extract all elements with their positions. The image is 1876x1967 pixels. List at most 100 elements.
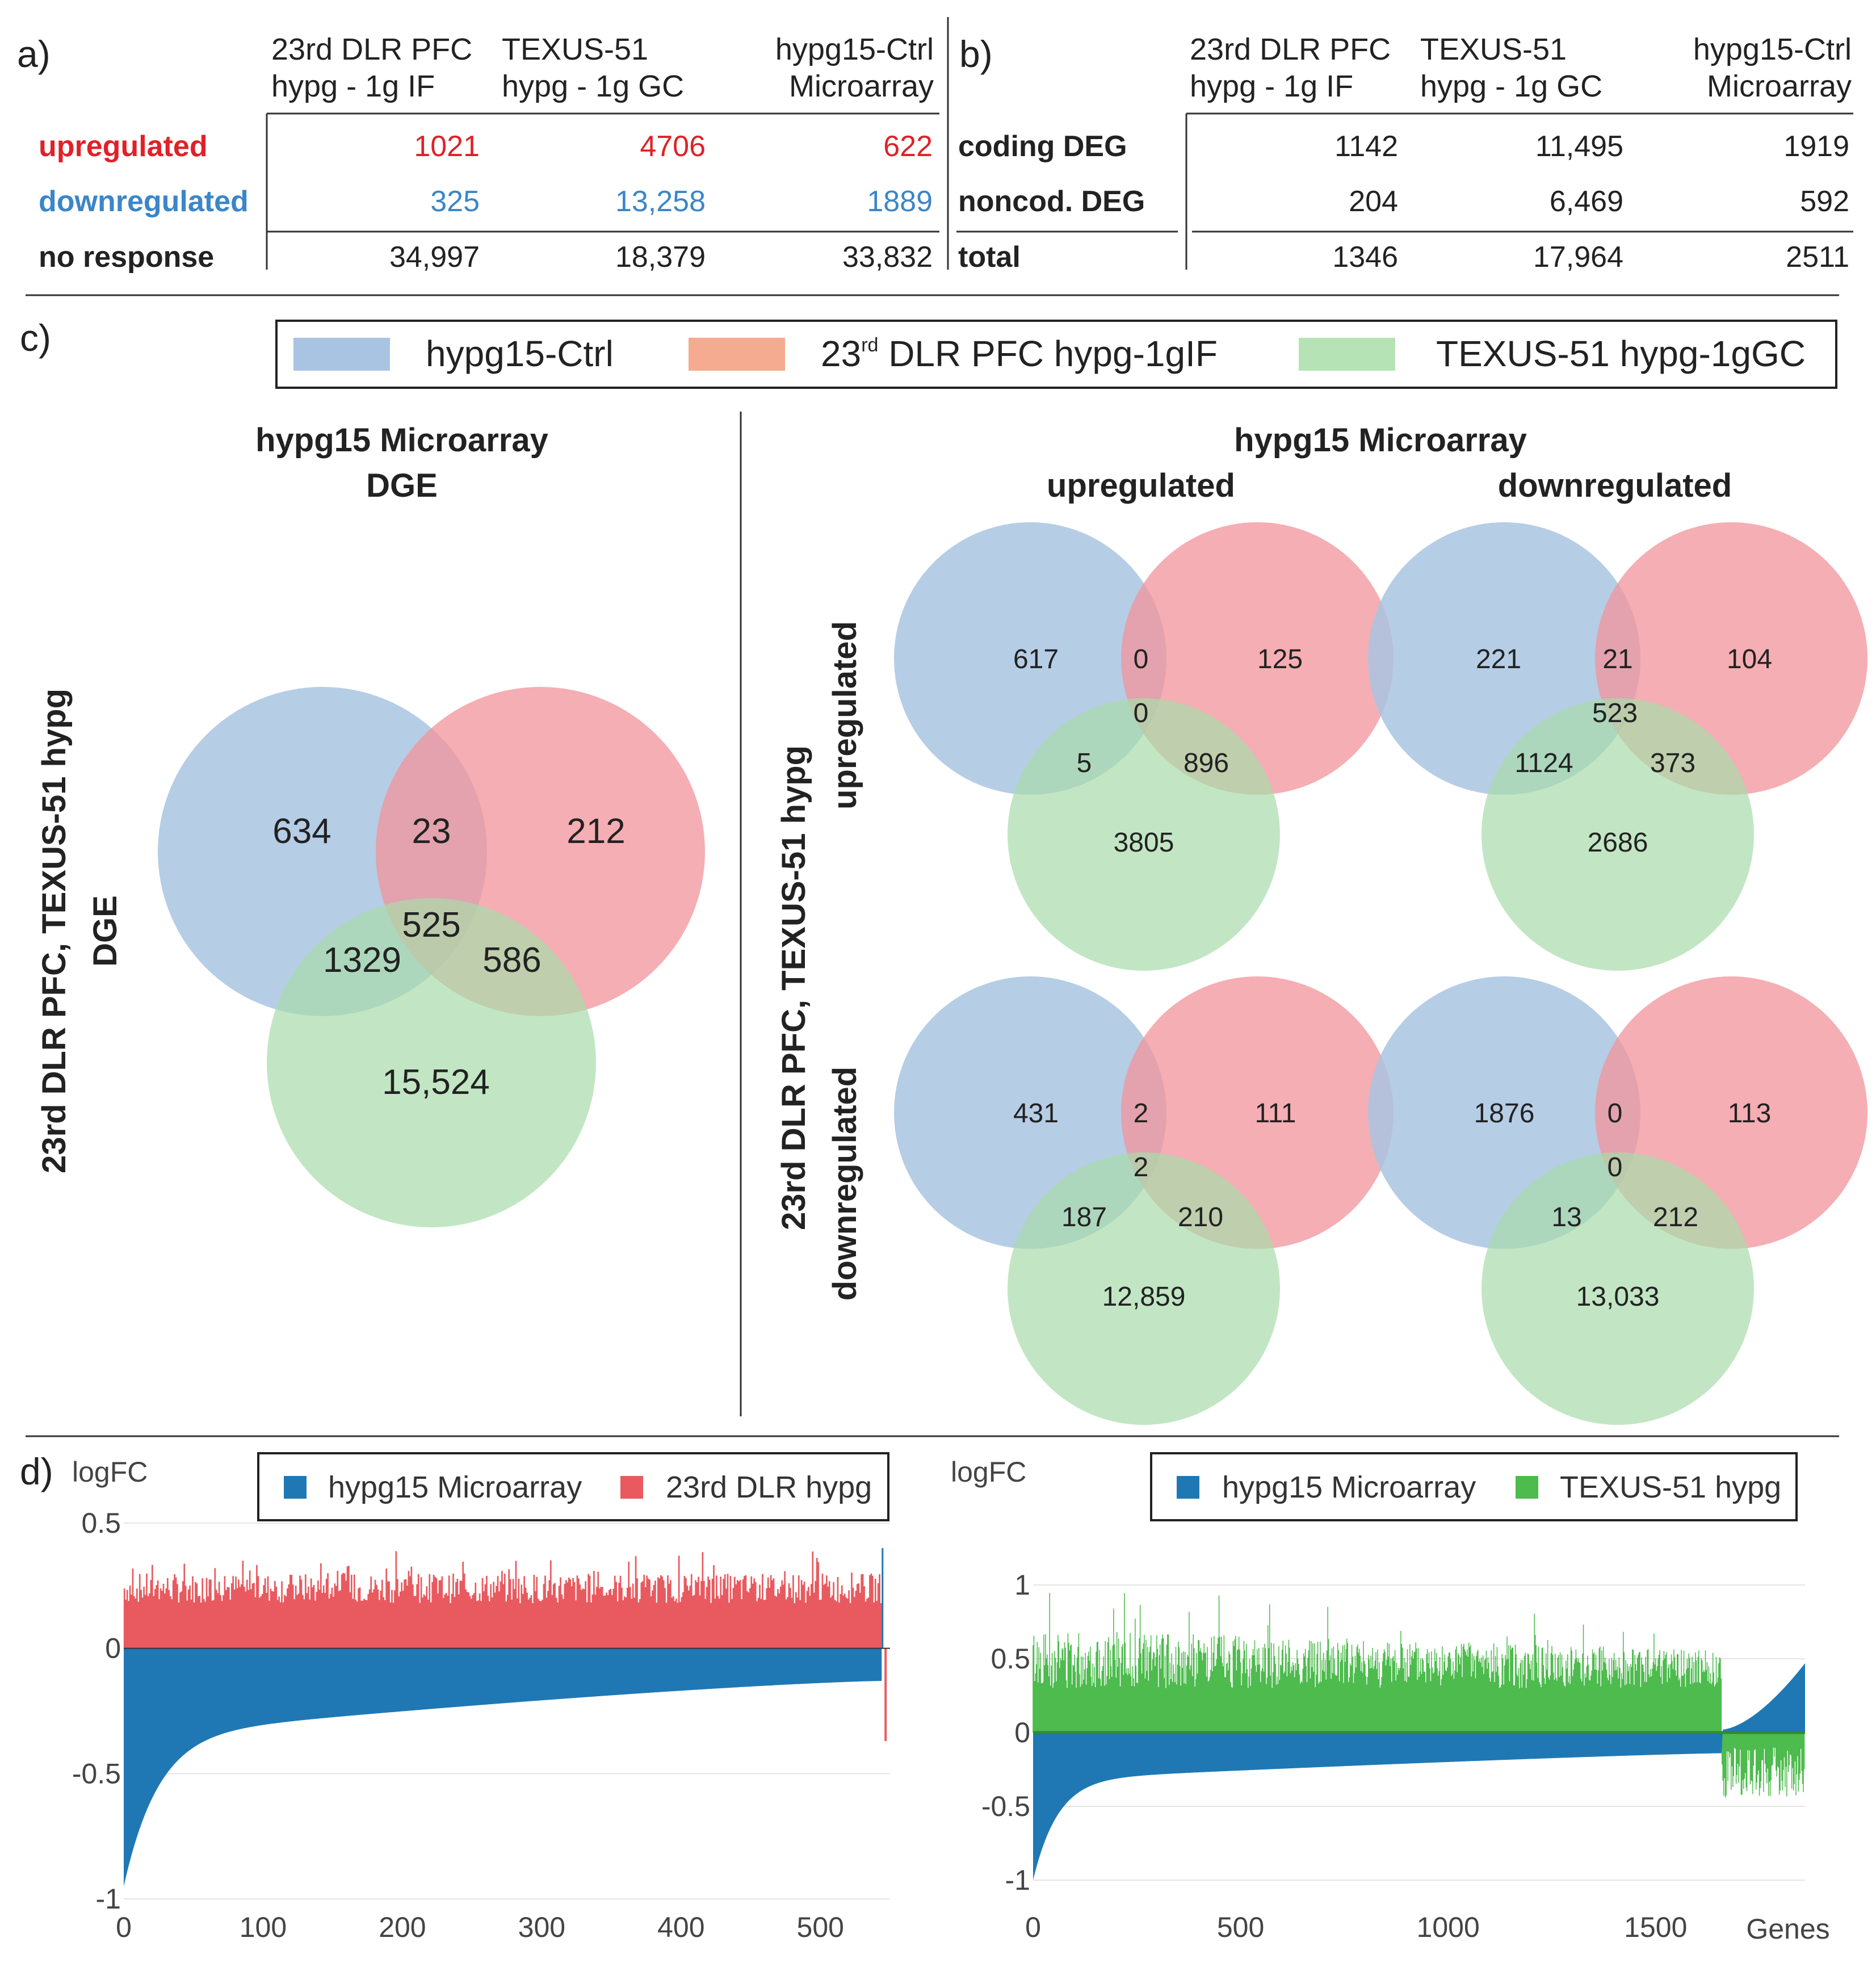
col-label-downregulated: downregulated	[1498, 467, 1732, 504]
table-cell: 1919	[1783, 130, 1849, 163]
venn-value: 13,033	[1576, 1282, 1660, 1312]
col-header: 23rd DLR PFC	[1190, 32, 1391, 66]
col-header: Microarray	[1707, 69, 1852, 103]
venn-value: 373	[1650, 748, 1695, 778]
left-venn-title: DGE	[366, 467, 438, 504]
venn-value: 13	[1551, 1202, 1581, 1232]
table-cell: 13,258	[615, 185, 706, 218]
venn-value: 0	[1134, 644, 1149, 674]
panel-a-table: 23rd DLR PFC hypg - 1g IF TEXUS-51 hypg …	[39, 17, 949, 274]
series-bars-hypg15	[124, 1648, 882, 1886]
legend-label: 23rd DLR PFC hypg-1gIF	[821, 333, 1218, 374]
panel-d-letter: d)	[20, 1450, 53, 1492]
right-ylabel: 23rd DLR PFC, TEXUS-51 hypg	[775, 745, 812, 1230]
venn-value: 523	[1592, 698, 1638, 728]
right-chart-legend: hypg15 Microarray TEXUS-51 hypg	[1150, 1452, 1798, 1521]
x-tick-label: 500	[1217, 1911, 1264, 1943]
venn-up-down: 221 21 104 523 1124 373 2686	[1368, 522, 1867, 971]
venn-value: 212	[1653, 1202, 1698, 1232]
venn-value: 0	[1134, 698, 1149, 728]
x-tick-label: 1000	[1417, 1911, 1480, 1943]
y-tick-label: 0.5	[991, 1643, 1030, 1675]
row-label-no-response: no response	[39, 241, 214, 274]
x-tick-label: 500	[797, 1911, 844, 1943]
venn-value: 210	[1178, 1202, 1223, 1232]
venn-value: 2	[1134, 1098, 1149, 1129]
y-tick-label: 0.5	[81, 1507, 121, 1539]
venn-down-down: 1876 0 113 0 13 212 13,033	[1368, 976, 1867, 1425]
venn-circle-green	[267, 898, 596, 1227]
x-tick-label: 1500	[1624, 1911, 1687, 1943]
venn-value: 23	[412, 812, 451, 851]
table-cell: 11,495	[1535, 130, 1623, 163]
venn-value: 1124	[1514, 748, 1573, 778]
legend-swatch	[620, 1476, 643, 1499]
venn-value: 1329	[323, 941, 401, 980]
legend-label: TEXUS-51 hypg	[1560, 1470, 1781, 1504]
panel-b-letter: b)	[959, 33, 993, 75]
venn-value: 5	[1077, 748, 1092, 778]
venn-value: 3805	[1114, 828, 1174, 858]
venn-value: 431	[1013, 1098, 1059, 1129]
left-ylabel: DGE	[87, 895, 124, 967]
series-bars-23rd-dlr	[123, 1551, 882, 1649]
legend-swatch-red	[689, 338, 785, 371]
row-label-downregulated: downregulated	[39, 185, 249, 218]
left-chart-ylabel: logFC	[72, 1456, 148, 1488]
y-tick-label: 0	[1014, 1717, 1030, 1748]
panel-c-letter: c)	[20, 317, 51, 359]
table-cell: 592	[1800, 185, 1849, 218]
row-label-upregulated: upregulated	[39, 130, 208, 163]
legend-label: TEXUS-51 hypg-1gGC	[1436, 333, 1806, 374]
table-cell: 18,379	[615, 241, 706, 274]
legend-swatch-blue	[293, 338, 390, 371]
table-cell: 1142	[1334, 130, 1398, 163]
table-cell: 325	[430, 185, 480, 218]
left-venn-title: hypg15 Microarray	[255, 422, 548, 459]
row-label-upregulated: upregulated	[826, 621, 863, 810]
row-label-downregulated: downregulated	[826, 1067, 863, 1301]
x-tick-label: 0	[116, 1911, 132, 1943]
venn-value: 0	[1608, 1152, 1623, 1182]
legend-label: hypg15 Microarray	[1222, 1470, 1476, 1504]
venn-value: 2686	[1588, 828, 1648, 858]
table-cell: 1889	[867, 185, 933, 218]
table-cell: 33,832	[842, 241, 933, 274]
right-chart-ylabel: logFC	[951, 1456, 1026, 1488]
legend-swatch	[284, 1476, 307, 1499]
col-label-upregulated: upregulated	[1047, 467, 1235, 504]
col-header: hypg15-Ctrl	[775, 32, 934, 66]
y-tick-label: 0	[105, 1633, 121, 1664]
venn-value: 125	[1257, 644, 1303, 674]
y-tick-label: -0.5	[981, 1790, 1030, 1822]
col-header: hypg15-Ctrl	[1693, 32, 1852, 66]
row-label-coding: coding DEG	[958, 130, 1127, 163]
col-header: 23rd DLR PFC	[271, 32, 472, 66]
legend-label: hypg15 Microarray	[328, 1470, 582, 1504]
table-cell: 2511	[1786, 241, 1849, 274]
venn-value: 0	[1608, 1098, 1623, 1129]
col-header: hypg - 1g GC	[1420, 69, 1602, 103]
left-chart-legend: hypg15 Microarray 23rd DLR hypg	[257, 1452, 889, 1521]
venn-value: 896	[1183, 748, 1229, 778]
right-chart-xlabel: Genes	[1746, 1913, 1829, 1945]
x-tick-label: 100	[240, 1911, 287, 1943]
x-tick-label: 300	[518, 1911, 565, 1943]
venn-value: 586	[482, 941, 541, 980]
legend-swatch-green	[1299, 338, 1395, 371]
right-bar-chart: 1 0.5 0 -0.5 -1 0 500 1000 1500	[981, 1569, 1805, 1943]
series-bars-texus	[1033, 1593, 1805, 1798]
venn-value: 525	[402, 905, 460, 945]
col-header: hypg - 1g IF	[271, 69, 435, 103]
y-tick-label: -1	[1005, 1864, 1030, 1896]
venn-value: 21	[1602, 644, 1632, 674]
legend-swatch	[1177, 1476, 1199, 1499]
venn-value: 15,524	[382, 1063, 490, 1102]
table-cell: 1346	[1332, 241, 1398, 274]
venn-value: 12,859	[1102, 1282, 1186, 1312]
venn-value: 113	[1728, 1098, 1772, 1129]
venn-value: 111	[1255, 1098, 1296, 1129]
left-ylabel: 23rd DLR PFC, TEXUS-51 hypg	[36, 689, 73, 1173]
y-tick-label: -0.5	[72, 1758, 121, 1789]
